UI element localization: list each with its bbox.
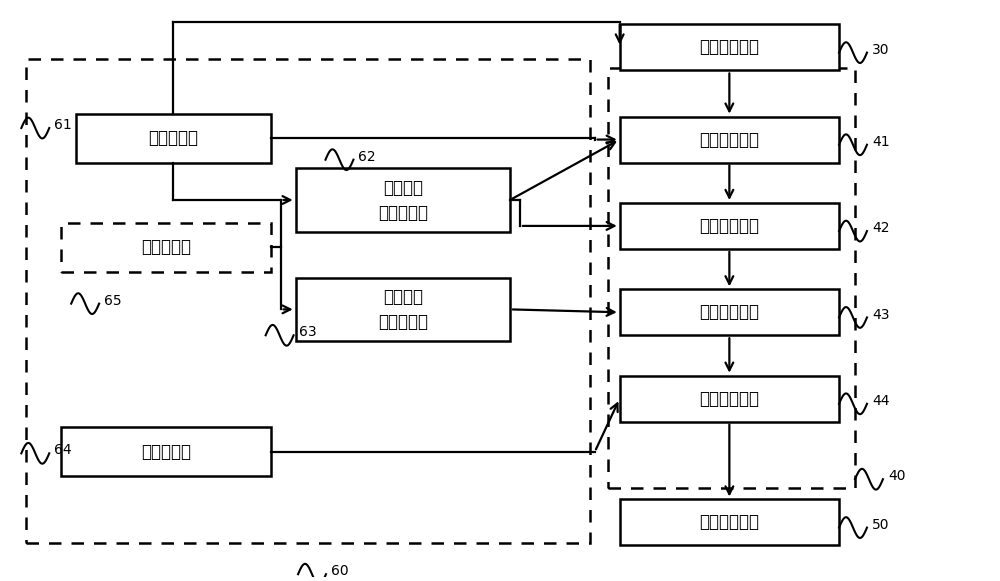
Text: 40: 40 xyxy=(888,469,905,483)
Text: 四次筛选模块: 四次筛选模块 xyxy=(699,390,759,408)
Text: 41: 41 xyxy=(872,135,890,149)
Bar xyxy=(620,289,839,335)
Bar xyxy=(620,24,839,70)
Text: 商品信息库: 商品信息库 xyxy=(141,443,191,461)
Text: 62: 62 xyxy=(358,150,376,164)
Bar xyxy=(76,114,271,163)
Text: 一次筛选模块: 一次筛选模块 xyxy=(699,131,759,149)
Bar xyxy=(61,428,271,476)
Bar xyxy=(296,278,510,341)
Text: 44: 44 xyxy=(872,394,889,408)
Text: 64: 64 xyxy=(54,443,72,457)
Text: 50: 50 xyxy=(872,518,889,532)
Bar xyxy=(296,168,510,232)
Text: 环境数据库: 环境数据库 xyxy=(141,238,191,256)
Text: 材料数据库: 材料数据库 xyxy=(148,129,198,147)
Bar xyxy=(620,203,839,249)
Bar xyxy=(26,59,590,543)
Text: 63: 63 xyxy=(299,325,316,339)
Text: 排序输出模块: 排序输出模块 xyxy=(699,514,759,532)
Text: 65: 65 xyxy=(104,294,122,308)
Text: 材料环境
敏感因子库: 材料环境 敏感因子库 xyxy=(378,178,428,221)
Bar xyxy=(61,223,271,272)
Bar xyxy=(608,67,855,488)
Text: 61: 61 xyxy=(54,118,72,132)
Bar xyxy=(620,499,839,546)
Text: 43: 43 xyxy=(872,307,889,321)
Text: 材料环境
腐蚀速率库: 材料环境 腐蚀速率库 xyxy=(378,288,428,331)
Text: 条件获取模块: 条件获取模块 xyxy=(699,38,759,56)
Text: 二次筛选模块: 二次筛选模块 xyxy=(699,217,759,235)
Text: 42: 42 xyxy=(872,221,889,235)
Text: 30: 30 xyxy=(872,43,889,57)
Bar xyxy=(620,117,839,163)
Bar xyxy=(620,375,839,422)
Text: 60: 60 xyxy=(331,564,349,578)
Text: 三次筛选模块: 三次筛选模块 xyxy=(699,303,759,321)
